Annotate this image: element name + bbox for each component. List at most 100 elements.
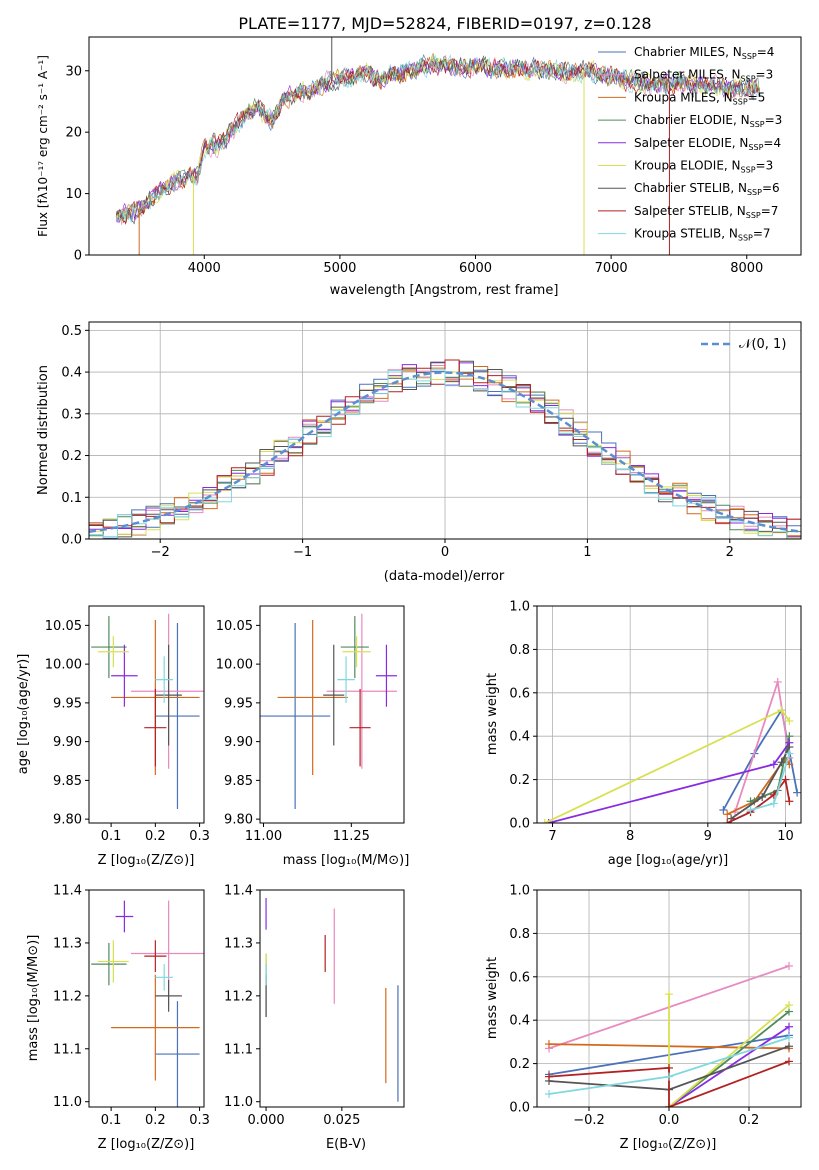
age_vs_Z-frame: [88, 605, 205, 824]
residuals-xtick-label: −1: [293, 545, 312, 560]
residuals-marks: [89, 359, 801, 539]
mass_vs_Z-point-0: [155, 1001, 200, 1107]
mass_vs_EBV-ytick-label: 11.3: [224, 936, 253, 951]
weight_vs_Z-marker: [545, 1040, 553, 1049]
age_vs_mass-ytick-label: 9.90: [224, 735, 253, 750]
spectrum-ytick-label: 0: [74, 249, 82, 264]
mass_vs_Z-ytick-label: 11.0: [53, 1095, 82, 1110]
weight_vs_age-marker: [719, 805, 728, 814]
weight_vs_age-marker: [758, 792, 767, 801]
weight_vs_Z-marker: [665, 1072, 673, 1081]
weight_vs_Z-marker: [545, 1072, 553, 1081]
weight_vs_age-marker: [540, 819, 549, 823]
age_vs_Z-ytick-label: 9.85: [53, 774, 82, 789]
weight_vs_age-series-1: [734, 681, 791, 813]
mass_vs_Z-xtick-label: 0.3: [189, 1113, 210, 1128]
residual-plot-area: −2 −1 0 1 2 0.0 0.1 0.2 0.3 0.4 0.5: [61, 321, 802, 560]
weight-vs-age-plot-area: 7 8 9 10 0.0 0.2 0.4 0.6 0.8 1.0: [509, 600, 802, 844]
weight_vs_age-marker: [769, 799, 778, 808]
weight-vs-age-panel: 7 8 9 10 0.0 0.2 0.4 0.6 0.8 1.0 age [log₁₀(age/y…: [485, 600, 802, 868]
spectrum-xtick-label: 8000: [730, 261, 763, 276]
legend-label-1: Salpeter MILES, NSSP=3: [634, 68, 773, 84]
age_vs_mass-ytick-label: 10.05: [216, 619, 253, 634]
residual-panel: −2 −1 0 1 2 0.0 0.1 0.2 0.3 0.4 0.5 (data-model)/e…: [36, 321, 802, 584]
weight_vs_age-ytick-label: 0.4: [509, 730, 530, 745]
residuals-ytick-label: 0.2: [61, 449, 82, 464]
residuals-xtick-label: 1: [583, 545, 591, 560]
spectrum-line-7: [115, 57, 760, 225]
spectrum-frame: [88, 36, 802, 256]
weight_vs_age-marker: [785, 717, 794, 726]
weight_vs_age-marker: [723, 819, 732, 823]
age-vs-z-xlabel: Z [log₁₀(Z/Z⊙)]: [98, 853, 195, 868]
weight_vs_age-marker: [723, 810, 732, 819]
residuals-ytick-label: 0.3: [61, 407, 82, 422]
weight_vs_Z-marker: [785, 1057, 793, 1066]
weight_vs_age-series-5: [544, 709, 791, 823]
mass_vs_Z-point-7: [144, 940, 167, 973]
age_vs_mass-point-2: [277, 619, 348, 775]
weight_vs_Z-ytick-label: 0.2: [509, 1057, 530, 1072]
weight_vs_age-xtick-label: 9: [704, 829, 712, 844]
spectrum-xtick-label: 6000: [459, 261, 492, 276]
age_vs_Z-marks: [91, 613, 204, 810]
residuals-xtick-label: 0: [441, 545, 449, 560]
weight_vs_age-marker: [746, 797, 755, 806]
weight_vs_age-marker: [785, 797, 794, 806]
age_vs_mass-point-0: [260, 623, 331, 810]
mass_vs_Z-ytick-label: 11.2: [53, 989, 82, 1004]
weight_vs_Z-ytick-label: 0.8: [509, 927, 530, 942]
spectrum-xtick-label: 5000: [323, 261, 356, 276]
residuals-ytick-label: 0.1: [61, 491, 82, 506]
spectrum-xtick-label: 4000: [188, 261, 221, 276]
age_vs_mass-xtick-label: 11.25: [333, 829, 370, 844]
age_vs_Z-ytick-label: 9.80: [53, 813, 82, 828]
spectrum-line-8: [115, 54, 761, 223]
age-vs-mass-plot-area: 11.00 11.25 9.80 9.85 9.90 9.95 10.00 10.05: [216, 605, 405, 844]
weight-vs-z-plot-area: −0.2 0.0 0.2 0.0 0.2 0.4 0.6 0.8 1.0: [509, 884, 802, 1128]
mass_vs_Z-xtick-label: 0.2: [145, 1113, 166, 1128]
mass_vs_Z-point-5: [97, 940, 129, 983]
mass_vs_EBV-xtick-label: 0.025: [323, 1113, 360, 1128]
weight_vs_Z-ytick-label: 0.0: [509, 1101, 530, 1116]
weight_vs_age-ytick-label: 0.8: [509, 643, 530, 658]
spectrum-marks: [115, 37, 761, 255]
weight_vs_age-marker: [773, 677, 782, 686]
residuals-ytick-label: 0.0: [61, 533, 82, 548]
residual-ylabel: Normed distribution: [36, 365, 51, 495]
weight_vs_age-xtick-label: 7: [548, 829, 556, 844]
normal-legend-label: 𝒩(0, 1): [739, 337, 786, 352]
weight_vs_Z-marker: [785, 961, 793, 970]
weight_vs_Z-marker: [785, 1001, 793, 1010]
residual-hist-5: [89, 371, 801, 539]
age_vs_Z-ytick-label: 10.05: [45, 619, 82, 634]
weight-vs-z-xlabel: Z [log₁₀(Z/Z⊙)]: [620, 1137, 717, 1152]
age_vs_mass-ytick-label: 9.85: [224, 774, 253, 789]
mass-vs-z-plot-area: 0.1 0.2 0.3 11.0 11.1 11.2 11.3 11.4: [53, 884, 210, 1129]
legend-label-7: Salpeter STELIB, NSSP=7: [634, 204, 778, 220]
legend-label-0: Chabrier MILES, NSSP=4: [634, 45, 774, 61]
mass_vs_Z-point-4: [115, 900, 134, 933]
weight-vs-z-ylabel: mass weight: [485, 957, 500, 1039]
age-vs-z-ylabel: age [log₁₀(age/yr)]: [16, 654, 31, 775]
age_vs_Z-ytick-label: 9.90: [53, 735, 82, 750]
spectrum-ytick-label: 20: [65, 126, 82, 141]
weight_vs_Z-xtick-label: 0.0: [659, 1113, 680, 1128]
weight_vs_Z-marker: [785, 1022, 793, 1031]
spectrum-panel: 4000 5000 6000 7000 8000 0 10 20 30 wavelength […: [36, 36, 802, 298]
mass_vs_Z-xtick-label: 0.1: [101, 1113, 122, 1128]
mass_vs_Z-point-2: [111, 974, 200, 1081]
mass_vs_Z-ytick-label: 11.4: [53, 884, 82, 899]
weight_vs_age-marks: [540, 677, 801, 823]
age_vs_mass-point-1: [326, 613, 397, 769]
weight_vs_Z-ytick-label: 0.4: [509, 1014, 530, 1029]
age_vs_mass-point-4: [375, 644, 397, 707]
mass_vs_Z-marks: [91, 900, 204, 1107]
legend-label-3: Chabrier ELODIE, NSSP=3: [634, 113, 782, 129]
weight_vs_age-marker: [769, 760, 778, 769]
age_vs_mass-marks: [260, 613, 397, 810]
age-vs-mass-panel: 11.00 11.25 9.80 9.85 9.90 9.95 10.00 10.05 mas…: [216, 605, 409, 868]
weight_vs_Z-ytick-label: 1.0: [509, 884, 530, 899]
weight_vs_age-ytick-label: 0.2: [509, 773, 530, 788]
mass_vs_Z-point-8: [155, 964, 174, 991]
